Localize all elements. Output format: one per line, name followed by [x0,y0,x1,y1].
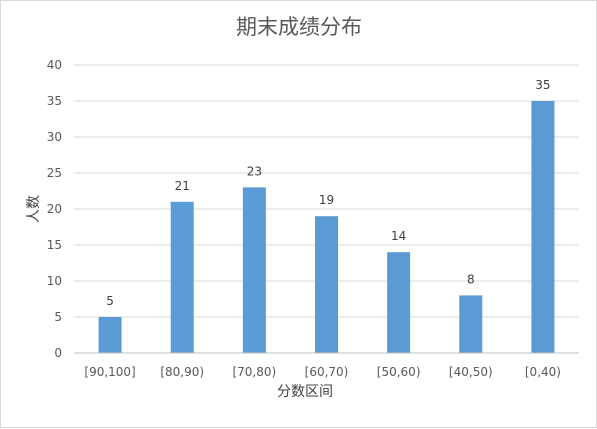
y-axis-label: 人数 [26,195,42,223]
x-tick-label: [40,50) [449,365,493,379]
y-tick-label: 40 [47,58,62,72]
data-label: 35 [535,78,550,92]
data-label: 21 [175,179,190,193]
y-tick-label: 10 [47,274,62,288]
bar [315,216,338,353]
data-label: 14 [391,229,406,243]
data-label: 5 [106,294,114,308]
x-axis-ticks: [90,100] [80,90) [70,80) [60,70) [50,60) [40,… [84,365,561,379]
x-axis-label: 分数区间 [277,384,333,400]
bar [170,201,194,353]
bar [459,295,483,353]
y-tick-label: 30 [47,130,62,144]
y-tick-label: 15 [47,238,62,252]
x-tick-label: [70,80) [232,365,276,379]
y-tick-label: 5 [54,310,62,324]
y-tick-label: 0 [54,346,62,360]
chart-title: 期末成绩分布 [236,15,362,39]
y-tick-label: 20 [47,202,62,216]
x-tick-label: [80,90) [160,365,204,379]
bar [531,101,555,353]
y-tick-label: 25 [47,166,62,180]
bar [98,317,122,353]
bars: 5 21 23 19 14 8 35 [98,78,555,353]
data-label: 8 [467,272,475,286]
x-tick-label: [90,100] [84,365,135,379]
bar [242,187,266,353]
bar [387,252,411,353]
x-tick-label: [0,40) [525,365,561,379]
x-tick-label: [50,60) [377,365,421,379]
data-label: 23 [247,164,262,178]
y-axis-ticks: 0 5 10 15 20 25 30 35 40 [47,58,62,360]
x-tick-label: [60,70) [305,365,349,379]
y-tick-label: 35 [47,94,62,108]
data-label: 19 [319,193,334,207]
